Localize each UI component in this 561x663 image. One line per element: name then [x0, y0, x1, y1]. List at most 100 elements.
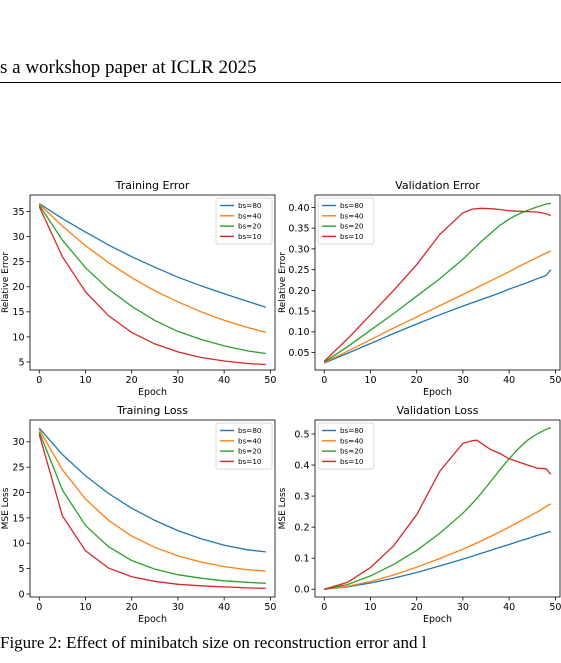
y-tick-label: 20 — [12, 488, 24, 499]
y-tick-label: 0.0 — [294, 585, 309, 596]
header-rule — [0, 82, 561, 83]
legend-box — [215, 422, 273, 470]
y-tick-label: 0.25 — [288, 265, 309, 276]
series-line-bs-40 — [324, 503, 552, 590]
x-tick-label: 0 — [321, 375, 327, 386]
series-line-bs-10 — [324, 439, 552, 590]
y-tick-label: 0.15 — [288, 307, 309, 318]
y-axis-label: MSE Loss — [1, 487, 11, 529]
page-header: s a workshop paper at ICLR 2025 — [0, 57, 257, 78]
x-tick-label: 20 — [411, 602, 423, 613]
y-tick-label: 25 — [12, 463, 24, 474]
x-tick-label: 10 — [79, 375, 91, 386]
series-line-bs-40 — [38, 203, 266, 334]
y-tick-label: 30 — [12, 232, 24, 243]
y-tick-label: 0.20 — [288, 286, 309, 297]
chart-title: Validation Loss — [397, 404, 479, 417]
y-axis-label: MSE Loss — [278, 487, 288, 529]
y-tick-label: 30 — [12, 437, 24, 448]
y-tick-label: 10 — [12, 332, 24, 343]
x-tick-label: 20 — [126, 375, 138, 386]
y-tick-label: 0.30 — [288, 244, 309, 255]
series-line-bs-80 — [323, 269, 552, 364]
chart-title: Training Loss — [116, 404, 188, 417]
y-tick-label: 0.10 — [288, 327, 309, 338]
x-tick-label: 0 — [321, 602, 327, 613]
y-tick-label: 0 — [18, 589, 24, 600]
x-tick-label: 30 — [172, 375, 184, 386]
y-tick-label: 20 — [12, 282, 24, 293]
series-line-bs-10 — [38, 206, 266, 366]
x-tick-label: 50 — [264, 602, 276, 613]
legend-label: bs=20 — [340, 222, 364, 231]
y-tick-label: 35 — [12, 207, 24, 218]
x-axis-label: Epoch — [138, 614, 167, 625]
chart-4: 0 10 20 30 40 50 0.0 0.1 0.2 0.3 0.4 0.5 Validation … — [278, 404, 561, 625]
plot-frame — [314, 419, 561, 598]
series-line-bs-40 — [38, 429, 266, 572]
legend-label: bs=20 — [238, 447, 262, 456]
series-line-bs-80 — [38, 202, 267, 308]
y-tick-label: 5 — [18, 357, 24, 368]
x-tick-label: 30 — [172, 602, 184, 613]
legend-label: bs=80 — [340, 201, 364, 210]
x-tick-label: 20 — [126, 602, 138, 613]
legend-label: bs=80 — [238, 426, 262, 435]
x-axis-label: Epoch — [423, 387, 452, 398]
y-tick-label: 25 — [12, 257, 24, 268]
x-tick-label: 20 — [411, 375, 423, 386]
series-line-bs-10 — [38, 434, 266, 590]
series-line-bs-80 — [324, 530, 551, 590]
legend-box — [317, 422, 375, 470]
y-tick-label: 0.5 — [294, 429, 309, 440]
y-axis-label: Relative Error — [1, 252, 11, 313]
figure-caption: Figure 2: Effect of minibatch size on re… — [0, 633, 427, 652]
y-tick-label: 10 — [12, 539, 24, 550]
x-tick-label: 0 — [36, 602, 42, 613]
x-tick-label: 40 — [218, 375, 230, 386]
y-tick-label: 15 — [12, 513, 24, 524]
y-tick-label: 0.05 — [288, 348, 309, 359]
y-tick-label: 15 — [12, 307, 24, 318]
y-axis-label: Relative Error — [278, 252, 288, 313]
x-tick-label: 0 — [36, 375, 42, 386]
y-tick-label: 5 — [18, 564, 24, 575]
legend-label: bs=80 — [340, 426, 364, 435]
legend-box — [215, 197, 273, 245]
chart-2: 0 10 20 30 40 50 0.05 0.10 0.15 0.20 0.25 0.30 0.35 0… — [278, 179, 561, 398]
chart-title: Validation Error — [395, 179, 480, 192]
legend-label: bs=40 — [340, 211, 364, 220]
x-tick-label: 10 — [364, 602, 376, 613]
series-line-bs-20 — [38, 431, 266, 584]
x-tick-label: 40 — [503, 375, 515, 386]
x-tick-label: 30 — [457, 602, 469, 613]
legend-label: bs=20 — [340, 447, 364, 456]
series-line-bs-10 — [323, 207, 552, 362]
legend-label: bs=10 — [340, 457, 364, 466]
chart-title: Training Error — [115, 179, 190, 192]
legend-label: bs=80 — [238, 201, 262, 210]
series-line-bs-80 — [38, 427, 266, 553]
plot-frame — [314, 194, 561, 371]
series-line-bs-20 — [38, 204, 266, 355]
series-line-bs-40 — [323, 250, 552, 364]
y-tick-label: 0.3 — [294, 491, 309, 502]
x-tick-label: 50 — [549, 602, 561, 613]
legend-label: bs=10 — [340, 232, 364, 241]
chart-1: 0 10 20 30 40 50 5 10 15 20 25 30 35 Training Error Ep… — [1, 179, 276, 398]
y-tick-label: 0.4 — [294, 460, 309, 471]
legend-label: bs=10 — [238, 232, 262, 241]
x-tick-label: 50 — [549, 375, 561, 386]
legend-label: bs=10 — [238, 457, 262, 466]
legend-label: bs=20 — [238, 222, 262, 231]
y-tick-label: 0.2 — [294, 523, 309, 534]
legend-label: bs=40 — [238, 211, 262, 220]
series-line-bs-20 — [323, 202, 551, 363]
x-axis-label: Epoch — [138, 387, 167, 398]
y-tick-label: 0.1 — [294, 554, 309, 565]
x-tick-label: 40 — [503, 602, 515, 613]
